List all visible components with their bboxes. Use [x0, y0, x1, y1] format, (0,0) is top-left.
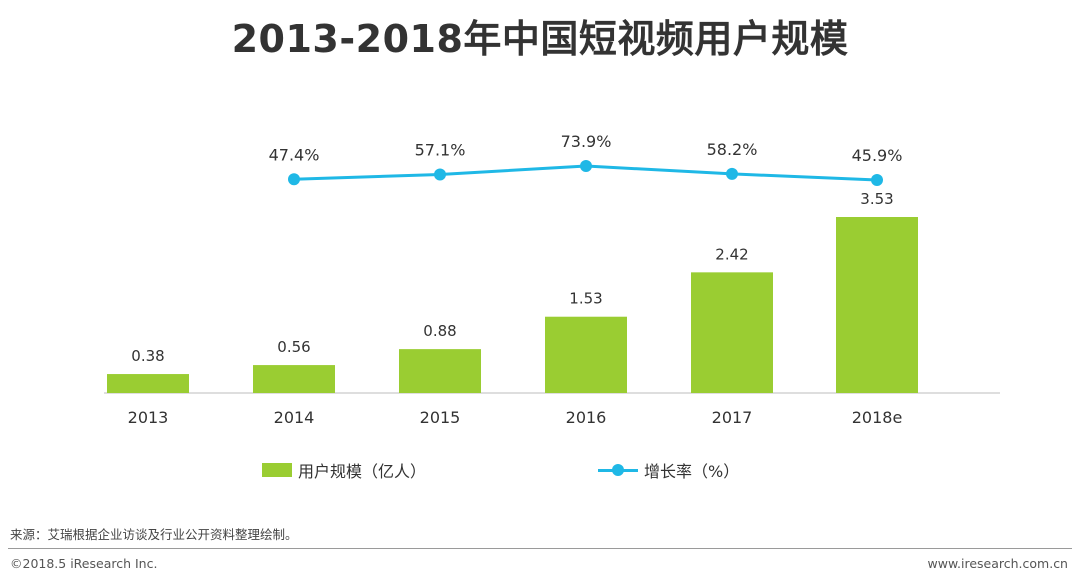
bar-2016 [545, 316, 627, 393]
growth-rate-point-2016 [580, 160, 592, 173]
copyright-text: ©2018.5 iResearch Inc. [10, 556, 158, 571]
x-tick-label-2013: 2013 [128, 408, 169, 427]
website-link[interactable]: www.iresearch.com.cn [927, 556, 1069, 571]
bar-value-label-2013: 0.38 [131, 347, 164, 365]
growth-rate-label-2016: 73.9% [561, 132, 612, 151]
chart-title: 2013-2018年中国短视频用户规模 [231, 17, 849, 61]
source-note: 来源：艾瑞根据企业访谈及行业公开资料整理绘制。 [10, 527, 298, 542]
footer-divider [8, 548, 1072, 549]
growth-rate-point-2014 [288, 173, 300, 186]
growth-rate-label-2015: 57.1% [415, 140, 466, 159]
bar-value-label-2016: 1.53 [569, 290, 602, 308]
bar-2013 [107, 374, 189, 393]
bar-2014 [253, 365, 335, 393]
growth-rate-label-2017: 58.2% [707, 140, 758, 159]
legend-line: 增长率（%） [598, 456, 739, 484]
growth-rate-label-2014: 47.4% [269, 145, 320, 164]
x-tick-label-2017: 2017 [712, 408, 753, 427]
x-tick-label-2015: 2015 [420, 408, 461, 427]
x-tick-label-2014: 2014 [274, 408, 315, 427]
bar-2015 [399, 349, 481, 393]
legend-bar: 用户规模（亿人） [262, 456, 426, 484]
bar-value-label-2018e: 3.53 [860, 190, 893, 208]
legend-line-label: 增长率（%） [644, 462, 740, 481]
legend-bar-label: 用户规模（亿人） [298, 462, 427, 481]
chart-canvas: 0.38 2013 0.56 2014 0.88 2015 1.53 2016 2.42 2017… [104, 132, 1000, 427]
bar-value-label-2014: 0.56 [277, 338, 310, 356]
legend-line-swatch [598, 463, 638, 477]
growth-rate-point-2015 [434, 168, 446, 181]
bar-2017 [691, 272, 773, 393]
growth-rate-label-2018e: 45.9% [852, 146, 903, 165]
legend-bar-swatch [262, 463, 292, 477]
bar-2018e [836, 217, 918, 393]
bar-value-label-2015: 0.88 [423, 322, 456, 340]
x-tick-label-2018e: 2018e [852, 408, 903, 427]
bar-value-label-2017: 2.42 [715, 245, 748, 263]
growth-rate-point-2018e [871, 174, 883, 187]
growth-rate-point-2017 [726, 167, 738, 180]
x-tick-label-2016: 2016 [566, 408, 607, 427]
